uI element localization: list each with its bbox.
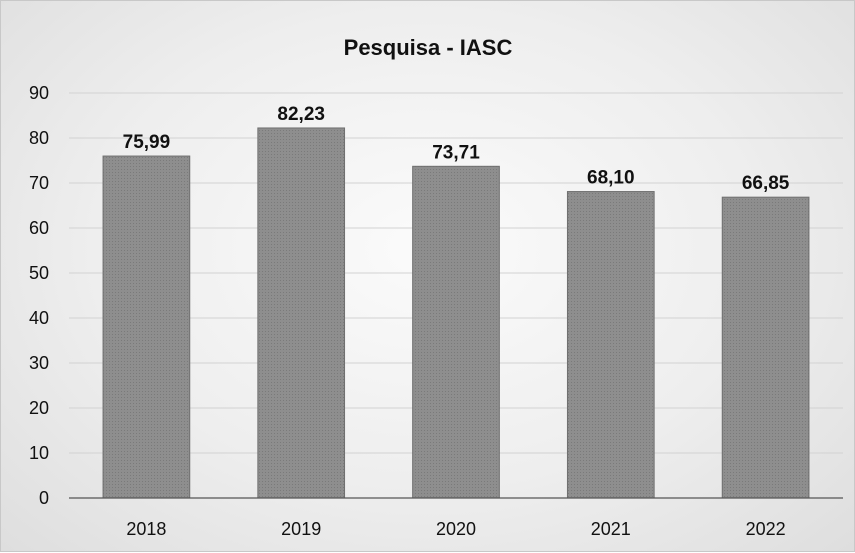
y-tick-label: 60	[29, 218, 49, 238]
y-tick-label: 20	[29, 398, 49, 418]
y-tick-label: 80	[29, 128, 49, 148]
data-label: 75,99	[123, 132, 171, 153]
x-tick-label: 2018	[126, 519, 166, 539]
x-tick-label: 2022	[746, 519, 786, 539]
y-axis-ticks: 0 10 20 30 40 50 60 70 80 90	[29, 83, 49, 508]
data-label: 68,10	[587, 168, 635, 189]
bar-2018	[102, 155, 191, 499]
bar-2021	[566, 191, 655, 499]
x-tick-label: 2021	[591, 519, 631, 539]
data-label: 82,23	[277, 104, 325, 125]
chart-title: Pesquisa - IASC	[344, 35, 513, 60]
y-tick-label: 70	[29, 173, 49, 193]
y-tick-label: 40	[29, 308, 49, 328]
x-axis-ticks: 2018 2019 2020 2021 2022	[126, 519, 785, 539]
y-tick-label: 90	[29, 83, 49, 103]
data-label: 73,71	[432, 142, 480, 163]
x-tick-label: 2020	[436, 519, 476, 539]
bar-2020	[412, 165, 500, 499]
y-tick-label: 0	[39, 488, 49, 508]
bar-2019	[257, 127, 346, 499]
y-tick-label: 10	[29, 443, 49, 463]
data-labels: 75,99 82,23 73,71 68,10 66,85	[123, 104, 790, 194]
bar-2022	[721, 196, 810, 499]
bars	[102, 127, 810, 499]
data-label: 66,85	[742, 173, 790, 194]
y-tick-label: 50	[29, 263, 49, 283]
y-tick-label: 30	[29, 353, 49, 373]
x-tick-label: 2019	[281, 519, 321, 539]
